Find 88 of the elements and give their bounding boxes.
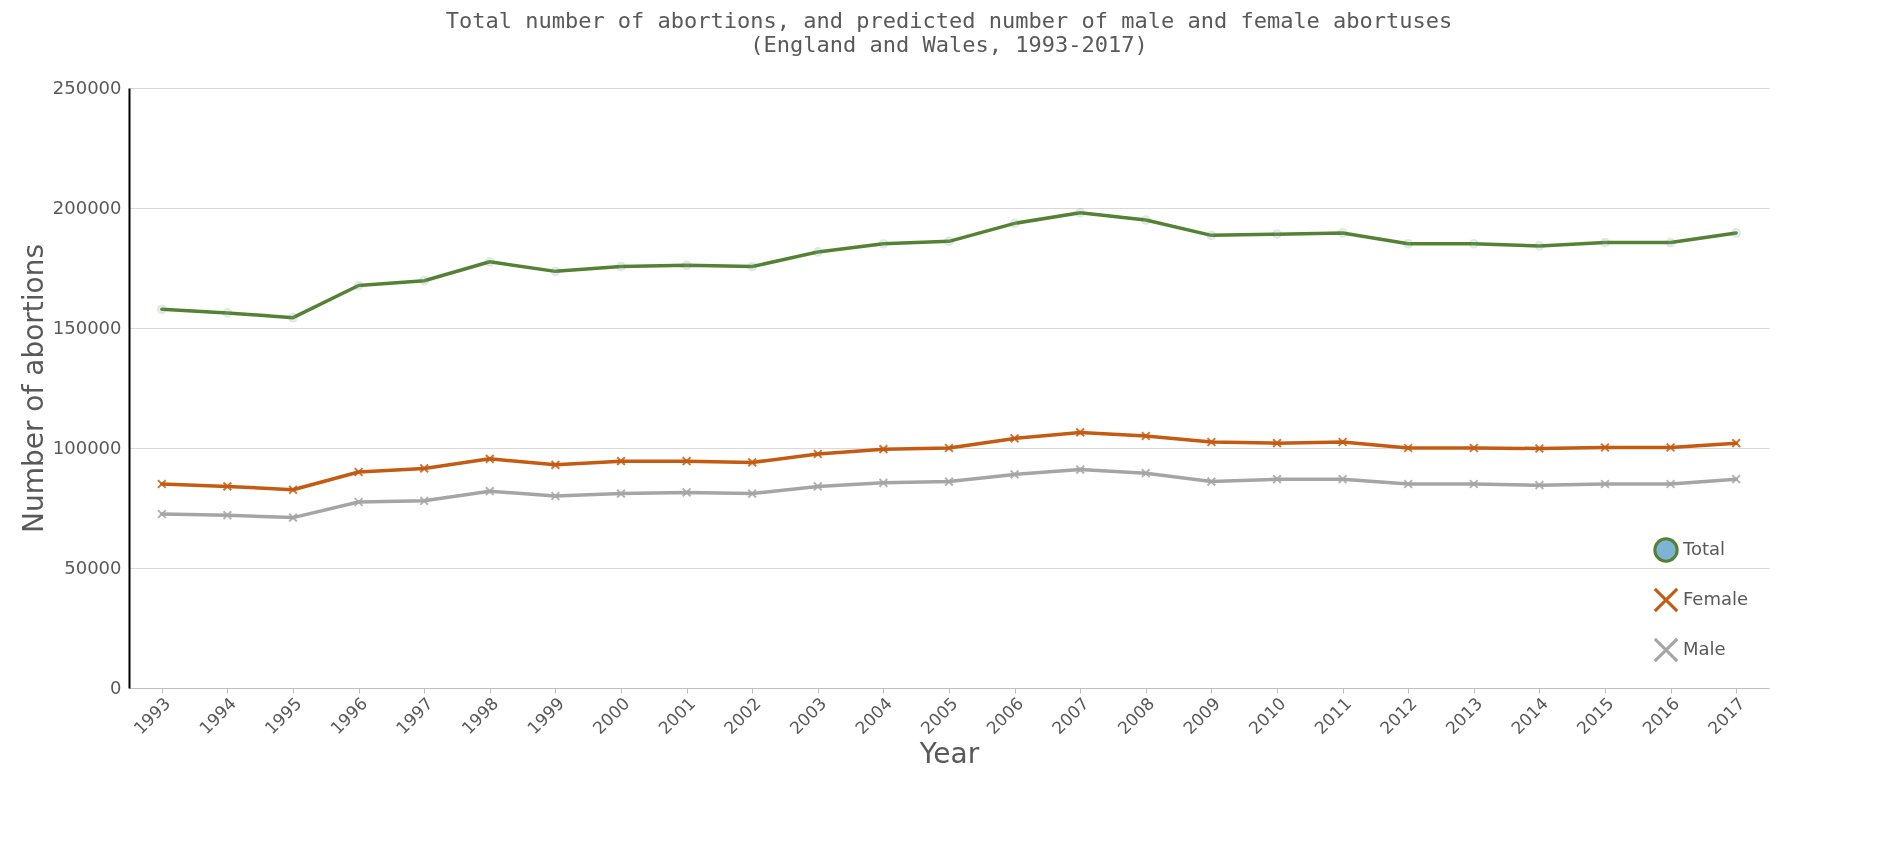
point — [353, 467, 364, 477]
point — [484, 256, 495, 267]
point — [747, 261, 758, 272]
point — [1140, 431, 1151, 441]
point — [616, 261, 626, 272]
point — [484, 486, 495, 497]
point — [288, 484, 298, 495]
point — [1272, 229, 1282, 240]
point — [1468, 238, 1479, 249]
legend-label: Total — [1682, 538, 1726, 559]
point — [288, 512, 298, 523]
point — [1665, 479, 1676, 489]
point — [1206, 476, 1217, 487]
point — [550, 459, 561, 470]
point — [1206, 230, 1217, 241]
point — [878, 238, 889, 249]
point — [222, 308, 233, 318]
point — [1731, 438, 1742, 449]
point — [419, 275, 430, 286]
point — [222, 481, 233, 492]
y-tick-label: 0 — [110, 676, 122, 698]
y-tick-label: 50000 — [64, 556, 122, 578]
point — [1665, 442, 1676, 453]
point — [419, 463, 430, 474]
point — [812, 481, 823, 492]
point — [944, 443, 954, 453]
point — [1403, 479, 1414, 489]
point — [353, 280, 364, 291]
point — [944, 236, 954, 247]
point — [353, 497, 364, 507]
point — [156, 479, 167, 489]
point — [1009, 469, 1020, 480]
point — [1140, 468, 1151, 479]
point — [1468, 479, 1479, 489]
point — [1337, 474, 1348, 485]
point — [1272, 438, 1282, 449]
legend-label: Male — [1683, 638, 1726, 659]
point — [1403, 443, 1414, 453]
point — [1403, 238, 1414, 249]
y-tick-label: 100000 — [52, 436, 122, 458]
point — [1468, 443, 1479, 453]
point — [747, 488, 758, 499]
y-tick-label: 250000 — [52, 76, 122, 98]
point — [222, 510, 233, 521]
point — [156, 509, 167, 519]
point — [616, 456, 626, 467]
legend-label: Female — [1683, 588, 1749, 609]
chart-subtitle: (England and Wales, 1993-2017) — [750, 32, 1148, 57]
point — [878, 444, 889, 455]
point — [1534, 241, 1545, 251]
point — [944, 476, 954, 487]
point — [288, 312, 298, 323]
point — [1600, 479, 1610, 489]
y-tick-label: 150000 — [52, 316, 122, 338]
point — [1731, 228, 1742, 238]
point — [812, 247, 823, 257]
point — [1075, 464, 1086, 475]
y-tick-label: 200000 — [52, 196, 122, 218]
point — [681, 456, 692, 467]
point — [812, 449, 823, 459]
point — [1009, 218, 1020, 229]
point — [681, 260, 692, 271]
point — [1534, 443, 1545, 454]
point — [1534, 480, 1545, 491]
point — [1272, 474, 1282, 485]
point — [1731, 474, 1742, 485]
point — [484, 453, 495, 464]
point — [419, 495, 430, 506]
point — [1206, 437, 1217, 447]
point — [550, 491, 561, 501]
point — [1600, 237, 1610, 248]
point — [616, 488, 626, 499]
point — [1009, 433, 1020, 444]
point — [747, 457, 758, 468]
point — [681, 487, 692, 498]
point — [1140, 215, 1151, 225]
point — [550, 266, 561, 277]
point — [1337, 228, 1348, 238]
point — [1600, 442, 1610, 453]
y-axis-title: Number of abortions — [16, 243, 50, 534]
chart-title: Total number of abortions, and predicted number of male and female abortuses — [445, 8, 1453, 33]
point — [1337, 437, 1348, 447]
point — [1075, 207, 1086, 218]
point — [156, 304, 167, 315]
x-axis-title: Year — [918, 737, 980, 771]
point — [1665, 237, 1676, 248]
point — [878, 477, 889, 488]
point — [1075, 427, 1086, 438]
